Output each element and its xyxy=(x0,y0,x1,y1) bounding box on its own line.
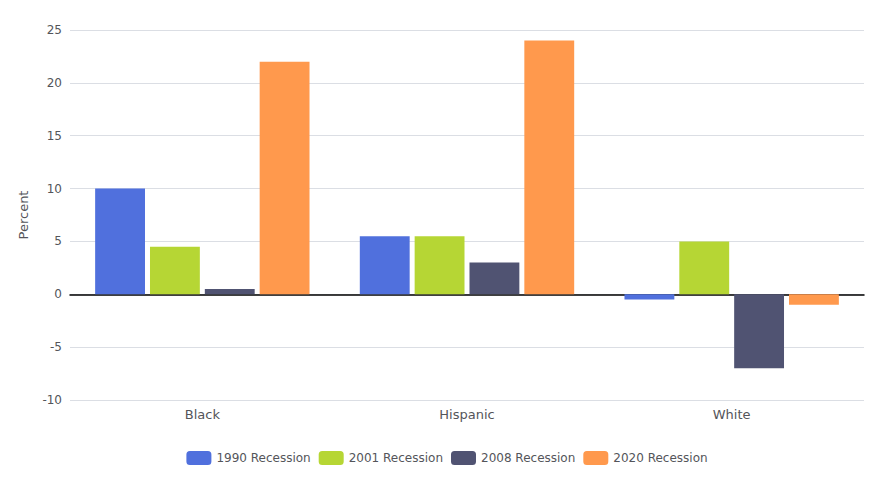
svg-text:5: 5 xyxy=(54,234,62,248)
svg-text:20: 20 xyxy=(47,76,62,90)
svg-text:Black: Black xyxy=(185,407,221,422)
svg-text:0: 0 xyxy=(54,287,62,301)
svg-text:25: 25 xyxy=(47,23,62,37)
svg-text:White: White xyxy=(713,407,751,422)
svg-text:10: 10 xyxy=(47,182,62,196)
svg-text:2020 Recession: 2020 Recession xyxy=(613,451,707,465)
svg-text:-10: -10 xyxy=(42,393,62,407)
svg-text:15: 15 xyxy=(47,129,62,143)
svg-text:2008 Recession: 2008 Recession xyxy=(481,451,575,465)
svg-text:Hispanic: Hispanic xyxy=(439,407,494,422)
svg-text:1990 Recession: 1990 Recession xyxy=(216,451,310,465)
svg-text:Percent: Percent xyxy=(16,191,31,240)
svg-text:-5: -5 xyxy=(50,340,62,354)
svg-text:2001 Recession: 2001 Recession xyxy=(349,451,443,465)
